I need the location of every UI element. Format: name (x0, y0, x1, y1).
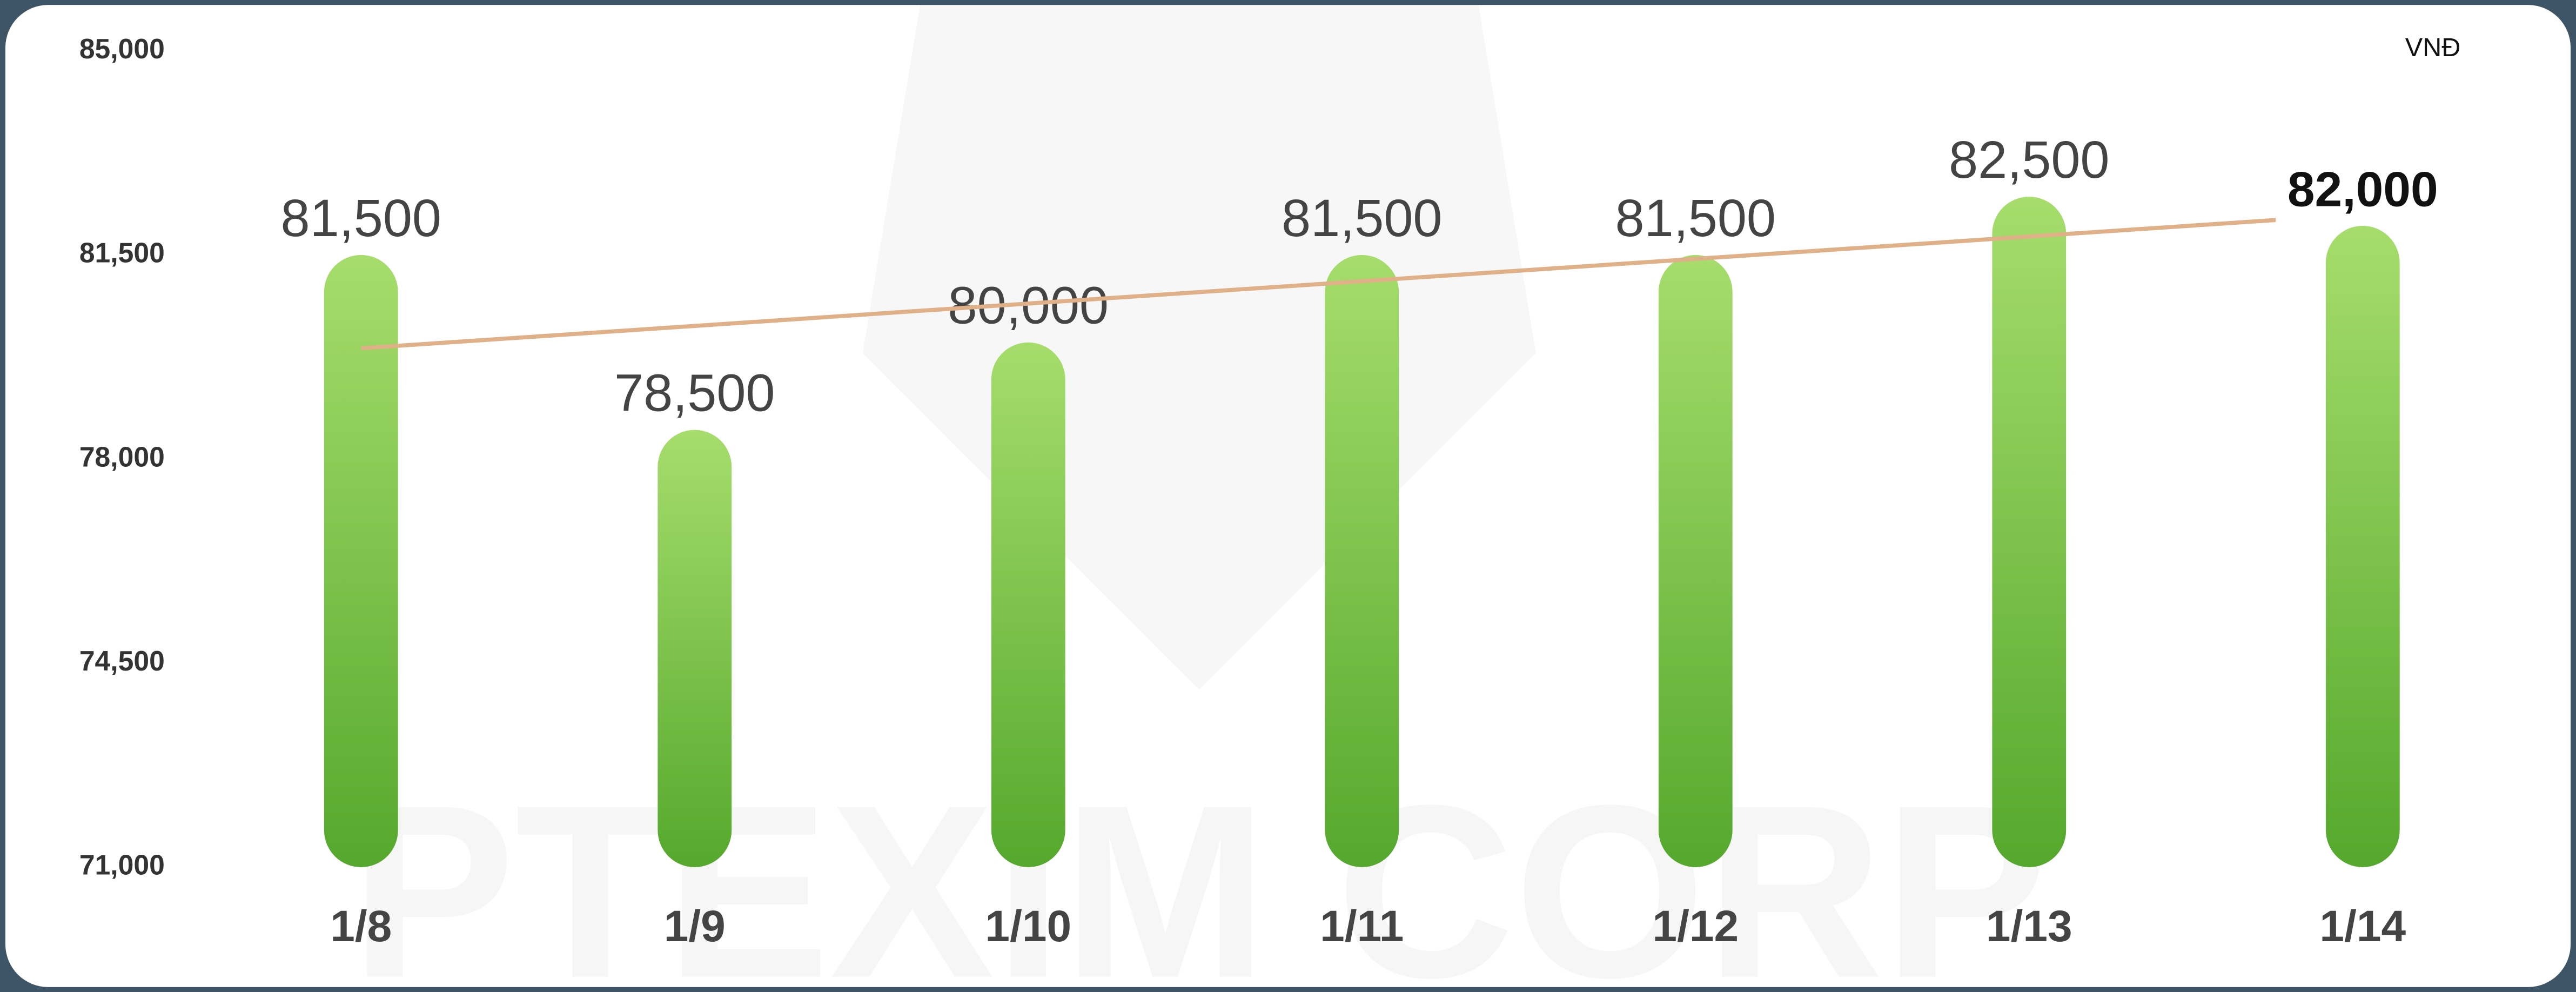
bar (2325, 225, 2400, 867)
value-label: 81,500 (1615, 189, 1776, 247)
bar (1658, 254, 1733, 867)
bar (991, 342, 1065, 867)
watermark: PTEXIM CORP (351, 754, 2048, 992)
x-tick-label: 1/8 (330, 902, 392, 951)
bar (1992, 197, 2067, 867)
x-tick-label: 1/10 (985, 902, 1071, 951)
value-label: 82,000 (2287, 162, 2438, 217)
panel (5, 5, 2571, 987)
y-tick-label: 85,000 (79, 33, 165, 64)
value-label: 82,500 (1949, 130, 2109, 189)
unit-label: VNĐ (2405, 33, 2461, 62)
x-tick-label: 1/9 (664, 902, 726, 951)
value-label: 81,500 (1282, 189, 1443, 247)
y-tick-label: 74,500 (79, 645, 165, 676)
x-tick-label: 1/13 (1986, 902, 2072, 951)
x-tick-label: 1/12 (1652, 902, 1739, 951)
bar (324, 254, 398, 867)
value-label: 78,500 (614, 364, 775, 423)
y-tick-label: 71,000 (79, 849, 165, 881)
y-tick-label: 78,000 (79, 441, 165, 472)
y-tick-label: 81,500 (79, 237, 165, 269)
bar (658, 430, 732, 867)
trend-line (361, 218, 2276, 351)
x-tick-label: 1/11 (1320, 902, 1404, 951)
bar (1325, 254, 1399, 867)
value-label: 81,500 (281, 189, 442, 247)
x-tick-label: 1/14 (2319, 902, 2406, 951)
